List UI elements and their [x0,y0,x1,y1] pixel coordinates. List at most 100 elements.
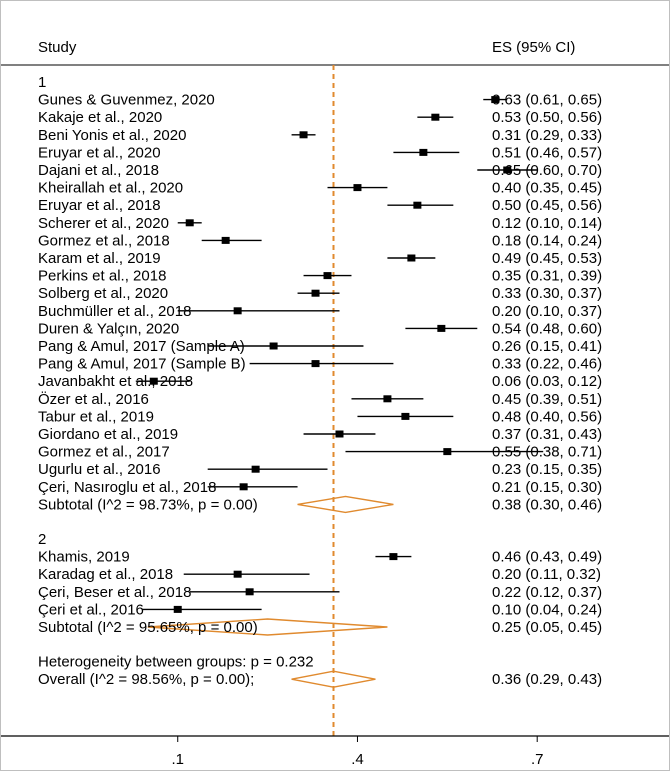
effect-size-text: 0.35 (0.31, 0.39) [492,268,602,285]
study-name: Tabur et al., 2019 [38,408,154,425]
study-marker [431,113,440,121]
study-marker [437,324,446,332]
effect-size-text: 0.21 (0.15, 0.30) [492,479,602,496]
study-marker [185,219,194,227]
effect-size-text: 0.18 (0.14, 0.24) [492,232,602,249]
study-name: Ugurlu et al., 2016 [38,461,161,478]
study-name: Karam et al., 2019 [38,250,161,267]
study-name: Gormez et al., 2018 [38,232,170,249]
study-name: Giordano et al., 2019 [38,426,178,443]
effect-size-text: 0.48 (0.40, 0.56) [492,408,602,425]
effect-size-text: 0.23 (0.15, 0.35) [492,461,602,478]
effect-size-text: 0.50 (0.45, 0.56) [492,197,602,214]
effect-size-text: 0.20 (0.11, 0.32) [492,566,601,583]
subtotal-label: Subtotal (I^2 = 98.73%, p = 0.00) [38,496,258,513]
study-name: Beni Yonis et al., 2020 [38,127,186,144]
study-marker [503,166,512,174]
effect-size-text: 0.06 (0.03, 0.12) [492,373,602,390]
study-name: Eruyar et al., 2020 [38,144,161,161]
effect-size-text: 0.33 (0.30, 0.37) [492,285,602,302]
study-marker [221,236,230,244]
study-name: Kheirallah et al., 2020 [38,180,183,197]
study-marker [389,553,398,561]
effect-size-text: 0.51 (0.46, 0.57) [492,144,602,161]
effect-size-text: 0.10 (0.04, 0.24) [492,601,602,618]
subtotal-effect-text: 0.25 (0.05, 0.45) [492,619,602,636]
es-column-header: ES (95% CI) [492,39,575,56]
group-label: 2 [38,531,46,548]
x-axis-ticks: .1 .4 .7 [171,736,543,768]
effect-size-text: 0.31 (0.29, 0.33) [492,127,602,144]
study-marker [239,483,248,491]
study-name: Çeri, Nasıroglu et al., 2018 [38,479,216,496]
effect-size-text: 0.20 (0.10, 0.37) [492,303,602,320]
study-name: Dajani et al., 2018 [38,162,159,179]
study-marker [233,307,242,315]
study-marker [401,412,410,420]
study-marker [443,448,452,456]
study-name: Gunes & Guvenmez, 2020 [38,92,215,109]
study-name: Eruyar et al., 2018 [38,197,161,214]
study-name: Karadag et al., 2018 [38,566,173,583]
effect-size-text: 0.37 (0.31, 0.43) [492,426,602,443]
study-marker [269,342,278,350]
study-marker [335,430,344,438]
study-name: Solberg et al., 2020 [38,285,168,302]
group-label: 1 [38,74,46,91]
effect-size-text: 0.46 (0.43, 0.49) [492,549,602,566]
effect-size-text: 0.45 (0.39, 0.51) [492,391,602,408]
subtotal-diamond [147,618,388,636]
study-marker [173,605,182,613]
effect-size-text: 0.12 (0.10, 0.14) [492,215,602,232]
study-marker [491,96,500,104]
overall-diamond [291,670,376,688]
effect-size-text: 0.26 (0.15, 0.41) [492,338,602,355]
study-name: Duren & Yalçın, 2020 [38,320,179,337]
study-marker [233,570,242,578]
study-name: Çeri, Beser et al., 2018 [38,584,191,601]
subtotal-label: Subtotal (I^2 = 95.65%, p = 0.00) [38,619,258,636]
study-column-header: Study [38,39,77,56]
study-marker [407,254,416,262]
study-marker [251,465,260,473]
x-tick-label: .7 [531,751,544,768]
study-name: Scherer et al., 2020 [38,215,169,232]
effect-size-text: 0.53 (0.50, 0.56) [492,109,602,126]
subtotal-effect-text: 0.38 (0.30, 0.46) [492,496,602,513]
effect-size-text: 0.22 (0.12, 0.37) [492,584,602,601]
overall-effect-text: 0.36 (0.29, 0.43) [492,671,602,688]
effect-size-text: 0.33 (0.22, 0.46) [492,356,602,373]
study-name: Pang & Amul, 2017 (Sample B) [38,356,246,373]
study-name: Khamis, 2019 [38,549,130,566]
study-name: Gormez et al., 2017 [38,444,170,461]
study-name: Javanbakht et al., 2018 [38,373,193,390]
x-tick-label: .1 [171,751,184,768]
study-marker [299,131,308,139]
study-name: Özer et al., 2016 [38,390,149,408]
effect-size-text: 0.49 (0.45, 0.53) [492,250,602,267]
study-marker [383,395,392,403]
study-marker [245,588,254,596]
study-name: Pang & Amul, 2017 (Sample A) [38,338,245,355]
study-name: Kakaje et al., 2020 [38,109,162,126]
study-marker [413,201,422,209]
study-marker [323,272,332,280]
study-marker [353,184,362,192]
effect-size-text: 0.63 (0.61, 0.65) [492,92,602,109]
effect-size-text: 0.54 (0.48, 0.60) [492,320,602,337]
study-name: Çeri et al., 2016 [38,601,144,618]
effect-size-text: 0.40 (0.35, 0.45) [492,180,602,197]
study-marker [311,360,320,368]
study-name: Buchmüller et al., 2018 [38,303,191,320]
study-marker [149,377,158,385]
study-name: Perkins et al., 2018 [38,268,166,285]
x-tick-label: .4 [351,751,364,768]
study-marker [311,289,320,297]
effect-size-text: 0.55 (0.38, 0.71) [492,444,602,461]
subtotal-diamond [297,495,394,514]
effect-size-text: 0.65 (0.60, 0.70) [492,162,602,179]
heterogeneity-text: Heterogeneity between groups: p = 0.232 [38,654,314,671]
